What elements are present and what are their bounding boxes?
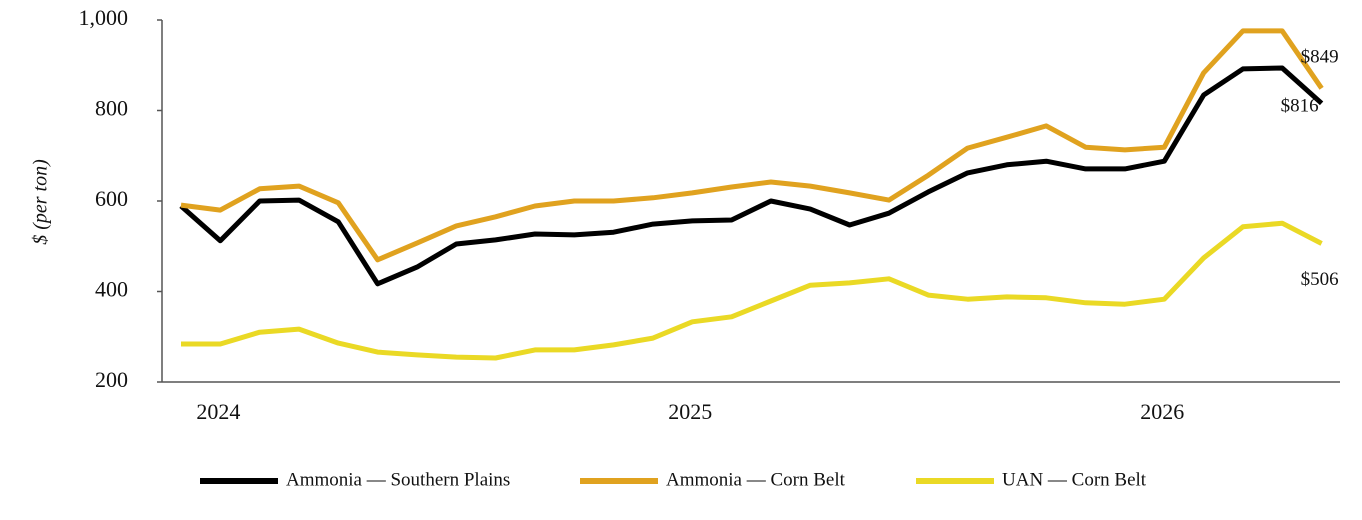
x-tick-label: 2026 (1140, 399, 1184, 424)
series-line (179, 65, 1324, 287)
x-tick-label: 2025 (668, 399, 712, 424)
data-label: $506 (1301, 269, 1339, 290)
y-tick-label: 200 (95, 367, 128, 392)
legend-label: UAN — Corn Belt (1002, 469, 1147, 490)
data-label: $849 (1301, 47, 1339, 68)
y-tick-label: 1,000 (79, 5, 129, 30)
legend-label: Ammonia — Corn Belt (666, 469, 846, 490)
x-tick-label: 2024 (196, 399, 240, 424)
y-tick-label: 600 (95, 186, 128, 211)
legend-label: Ammonia — Southern Plains (286, 469, 510, 490)
y-tick-label: 800 (95, 96, 128, 121)
y-tick-label: 400 (95, 277, 128, 302)
data-label: $816 (1281, 96, 1319, 117)
series-line (180, 28, 1324, 263)
series-line (181, 220, 1323, 361)
y-axis-label: $ (per ton) (30, 159, 52, 245)
